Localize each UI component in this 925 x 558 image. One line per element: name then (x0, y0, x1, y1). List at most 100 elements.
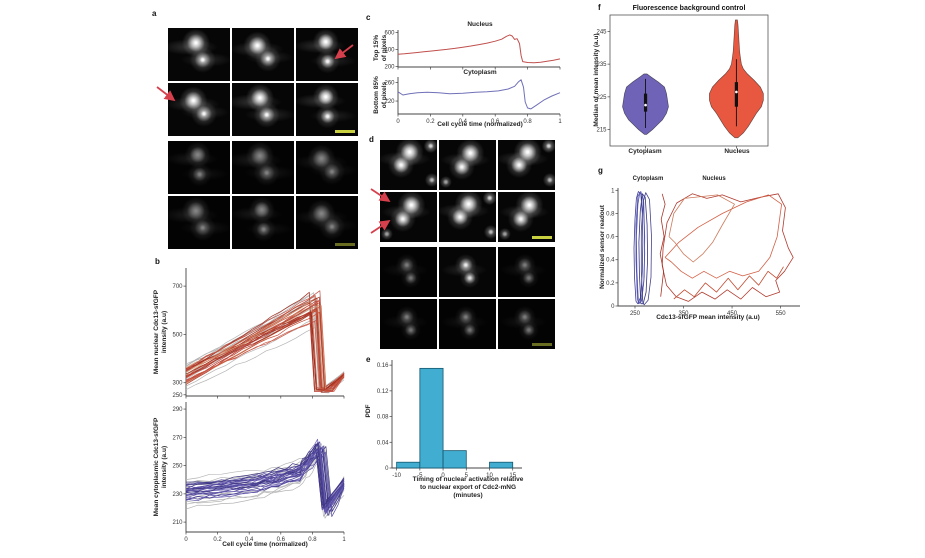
svg-text:0.8: 0.8 (606, 211, 615, 217)
b-top-y-axis-label: Mean nuclear Cdc13-sfGFP intensity (a.u) (153, 289, 168, 375)
svg-text:-10: -10 (392, 473, 401, 479)
scale-bar (532, 343, 552, 346)
svg-text:500: 500 (172, 332, 183, 338)
svg-text:1: 1 (558, 119, 562, 125)
chart-b_top: 250 300 500 700 (172, 268, 345, 399)
panel-f-label: f (598, 3, 601, 12)
panel-g-label: g (598, 166, 603, 175)
micrograph-cell (232, 83, 294, 136)
b-bottom-y-axis-label: Mean cytoplasmic Cdc13-sfGFP intensity (… (153, 417, 168, 517)
panel-e-label: e (366, 355, 371, 364)
panel-d-label: d (369, 135, 374, 144)
panel-a-micrograph-grid (168, 28, 358, 249)
svg-text:290: 290 (172, 407, 183, 413)
svg-text:0.8: 0.8 (308, 537, 317, 543)
panel-c-label: c (366, 13, 371, 22)
svg-text:250: 250 (630, 311, 641, 317)
micrograph-cell (296, 196, 358, 249)
micrograph-cell (168, 28, 230, 81)
svg-text:200: 200 (384, 65, 395, 71)
svg-text:0: 0 (396, 119, 400, 125)
svg-text:230: 230 (172, 492, 183, 498)
g-series-label-nucleus: Nucleus (702, 176, 726, 182)
micrograph-cell (168, 83, 230, 136)
svg-text:0.04: 0.04 (377, 440, 389, 446)
micrograph-cell (232, 28, 294, 81)
svg-text:250: 250 (172, 393, 183, 399)
g-y-axis-label: Normalized sensor readout (599, 205, 607, 289)
micrograph-cell (439, 299, 496, 349)
svg-text:215: 215 (596, 128, 607, 134)
micrograph-cell (168, 196, 230, 249)
svg-text:0.4: 0.4 (606, 258, 615, 264)
micrograph-cell (168, 141, 230, 194)
svg-text:1: 1 (342, 537, 346, 543)
svg-text:1: 1 (611, 188, 615, 194)
panel-a-label: a (152, 9, 157, 18)
micrograph-block (380, 140, 555, 242)
panel-b-label: b (155, 257, 160, 266)
micrograph-cell (380, 247, 437, 297)
svg-text:0: 0 (385, 466, 389, 472)
svg-text:270: 270 (172, 435, 183, 441)
micrograph-cell (232, 196, 294, 249)
svg-text:0.6: 0.6 (606, 235, 615, 241)
micrograph-cell (439, 192, 496, 242)
micrograph-cell (439, 247, 496, 297)
c-x-axis-label: Cell cycle time (normalized) (437, 121, 523, 128)
svg-text:0: 0 (611, 304, 615, 310)
micrograph-cell (232, 141, 294, 194)
f-category-nucleus: Nucleus (724, 148, 750, 155)
svg-text:0.8: 0.8 (523, 119, 532, 125)
svg-text:0.2: 0.2 (606, 281, 615, 287)
svg-text:210: 210 (172, 520, 183, 526)
scale-bar (335, 243, 355, 246)
scale-bar (335, 130, 355, 133)
micrograph-cell (498, 192, 555, 242)
c-bottom-y-axis-label: Bottom 85% of pixels (373, 76, 388, 114)
svg-text:0.08: 0.08 (377, 415, 389, 421)
c-nucleus-title: Nucleus (467, 21, 493, 28)
f-title: Fluorescence background control (632, 5, 746, 12)
micrograph-cell (380, 140, 437, 190)
b-x-axis-label: Cell cycle time (normalized) (222, 541, 308, 548)
micrograph-block (168, 141, 358, 249)
micrograph-cell (439, 140, 496, 190)
micrograph-cell (498, 140, 555, 190)
micrograph-block (168, 28, 358, 136)
svg-text:300: 300 (172, 381, 183, 387)
micrograph-cell (296, 141, 358, 194)
f-category-cytoplasm: Cytoplasm (628, 148, 662, 155)
svg-text:0.12: 0.12 (377, 389, 389, 395)
c-cytoplasm-title: Cytoplasm (463, 69, 497, 76)
svg-text:0.16: 0.16 (377, 363, 389, 369)
g-series-label-cytoplasm: Cytoplasm (632, 176, 664, 182)
micrograph-cell (498, 247, 555, 297)
micrograph-cell (498, 299, 555, 349)
micrograph-cell (380, 192, 437, 242)
f-y-axis-label: Median of mean intensity (a.u) (593, 33, 601, 127)
svg-text:700: 700 (172, 284, 183, 290)
svg-text:0: 0 (184, 537, 188, 543)
c-top-y-axis-label: Top 15% of pixels (373, 34, 388, 62)
panel-d-micrograph-grid (380, 140, 555, 349)
svg-text:250: 250 (172, 464, 183, 470)
g-x-axis-label: Cdc13-sfGFP mean intensity (a.u) (656, 314, 760, 321)
scale-bar (532, 236, 552, 239)
svg-text:550: 550 (776, 311, 787, 317)
micrograph-cell (380, 299, 437, 349)
e-y-axis-label: PDF (365, 404, 373, 418)
micrograph-cell (296, 83, 358, 136)
svg-text:0.2: 0.2 (426, 119, 435, 125)
e-x-axis-label: Timing of nuclear activation relative to… (412, 476, 524, 500)
micrograph-block (380, 247, 555, 349)
svg-text:0.2: 0.2 (213, 537, 222, 543)
micrograph-cell (296, 28, 358, 81)
